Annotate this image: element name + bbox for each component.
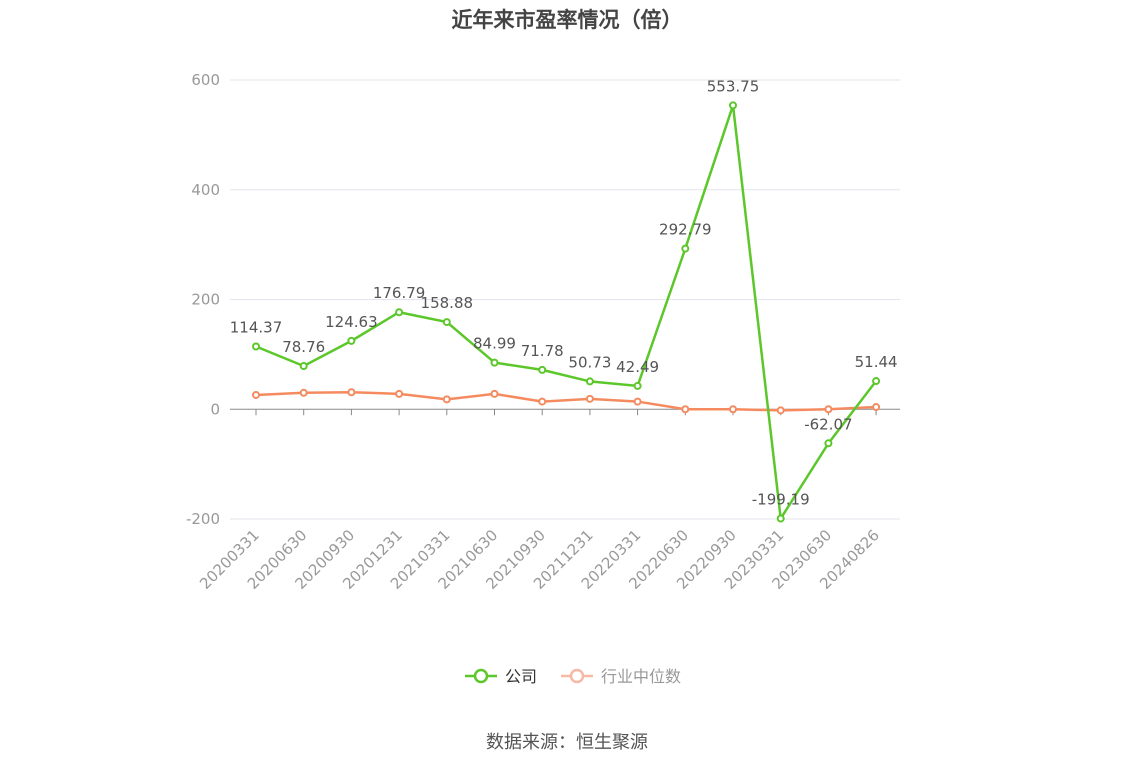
y-tick-label: 200	[191, 291, 220, 309]
data-point[interactable]	[299, 388, 308, 397]
data-label: 124.63	[325, 313, 378, 331]
data-point[interactable]	[872, 403, 881, 412]
source-note: 数据来源：恒生聚源	[486, 732, 648, 753]
legend-label[interactable]: 公司	[505, 667, 537, 686]
y-tick-label: 600	[191, 71, 220, 89]
data-point[interactable]	[252, 390, 260, 399]
data-point[interactable]	[729, 405, 737, 414]
y-axis-ticks: -200 0 200 400 600	[186, 71, 220, 528]
data-point[interactable]	[776, 406, 785, 415]
data-point[interactable]	[729, 101, 737, 110]
data-label: 553.75	[707, 77, 760, 95]
legend-swatch-marker	[473, 668, 489, 684]
data-label: 176.79	[373, 284, 426, 302]
data-point[interactable]	[299, 362, 308, 371]
data-point[interactable]	[585, 394, 594, 403]
data-label: -62.07	[804, 415, 852, 433]
chart-title: 近年来市盈率情况（倍）	[451, 8, 683, 32]
data-point[interactable]	[633, 397, 642, 406]
grid-lines	[230, 79, 900, 520]
data-point[interactable]	[681, 405, 690, 414]
data-point[interactable]	[442, 395, 451, 404]
legend-label[interactable]: 行业中位数	[601, 667, 681, 686]
data-point[interactable]	[824, 439, 833, 448]
legend[interactable]: 公司 行业中位数	[465, 667, 681, 686]
data-label: 114.37	[230, 318, 283, 336]
data-point[interactable]	[538, 365, 547, 374]
y-tick-label: 0	[210, 400, 220, 418]
data-label: 292.79	[659, 221, 712, 239]
data-label: 158.88	[421, 294, 474, 312]
data-point[interactable]	[490, 389, 499, 398]
data-point[interactable]	[252, 342, 260, 351]
series-line	[255, 104, 878, 523]
data-point[interactable]	[681, 244, 690, 253]
data-label: 50.73	[568, 353, 611, 371]
y-tick-label: 400	[191, 181, 220, 199]
data-point[interactable]	[347, 388, 356, 397]
data-point[interactable]	[395, 389, 404, 398]
series-group	[252, 101, 881, 523]
legend-swatch-marker	[569, 668, 585, 684]
data-label: 42.49	[616, 358, 659, 376]
data-point[interactable]	[872, 377, 881, 386]
y-tick-label: -200	[186, 510, 220, 528]
data-label: 84.99	[473, 335, 516, 353]
data-point[interactable]	[538, 397, 547, 406]
data-point[interactable]	[490, 358, 499, 367]
data-point[interactable]	[776, 514, 785, 523]
data-label: 51.44	[855, 353, 898, 371]
data-label: 71.78	[521, 342, 564, 360]
data-label: -199.19	[752, 491, 810, 509]
data-point[interactable]	[633, 381, 642, 390]
data-point[interactable]	[347, 336, 356, 345]
data-point[interactable]	[585, 377, 594, 386]
series-line	[255, 390, 877, 412]
data-point[interactable]	[395, 308, 404, 317]
data-point[interactable]	[824, 405, 833, 414]
data-label: 78.76	[282, 338, 325, 356]
data-point[interactable]	[442, 318, 451, 327]
